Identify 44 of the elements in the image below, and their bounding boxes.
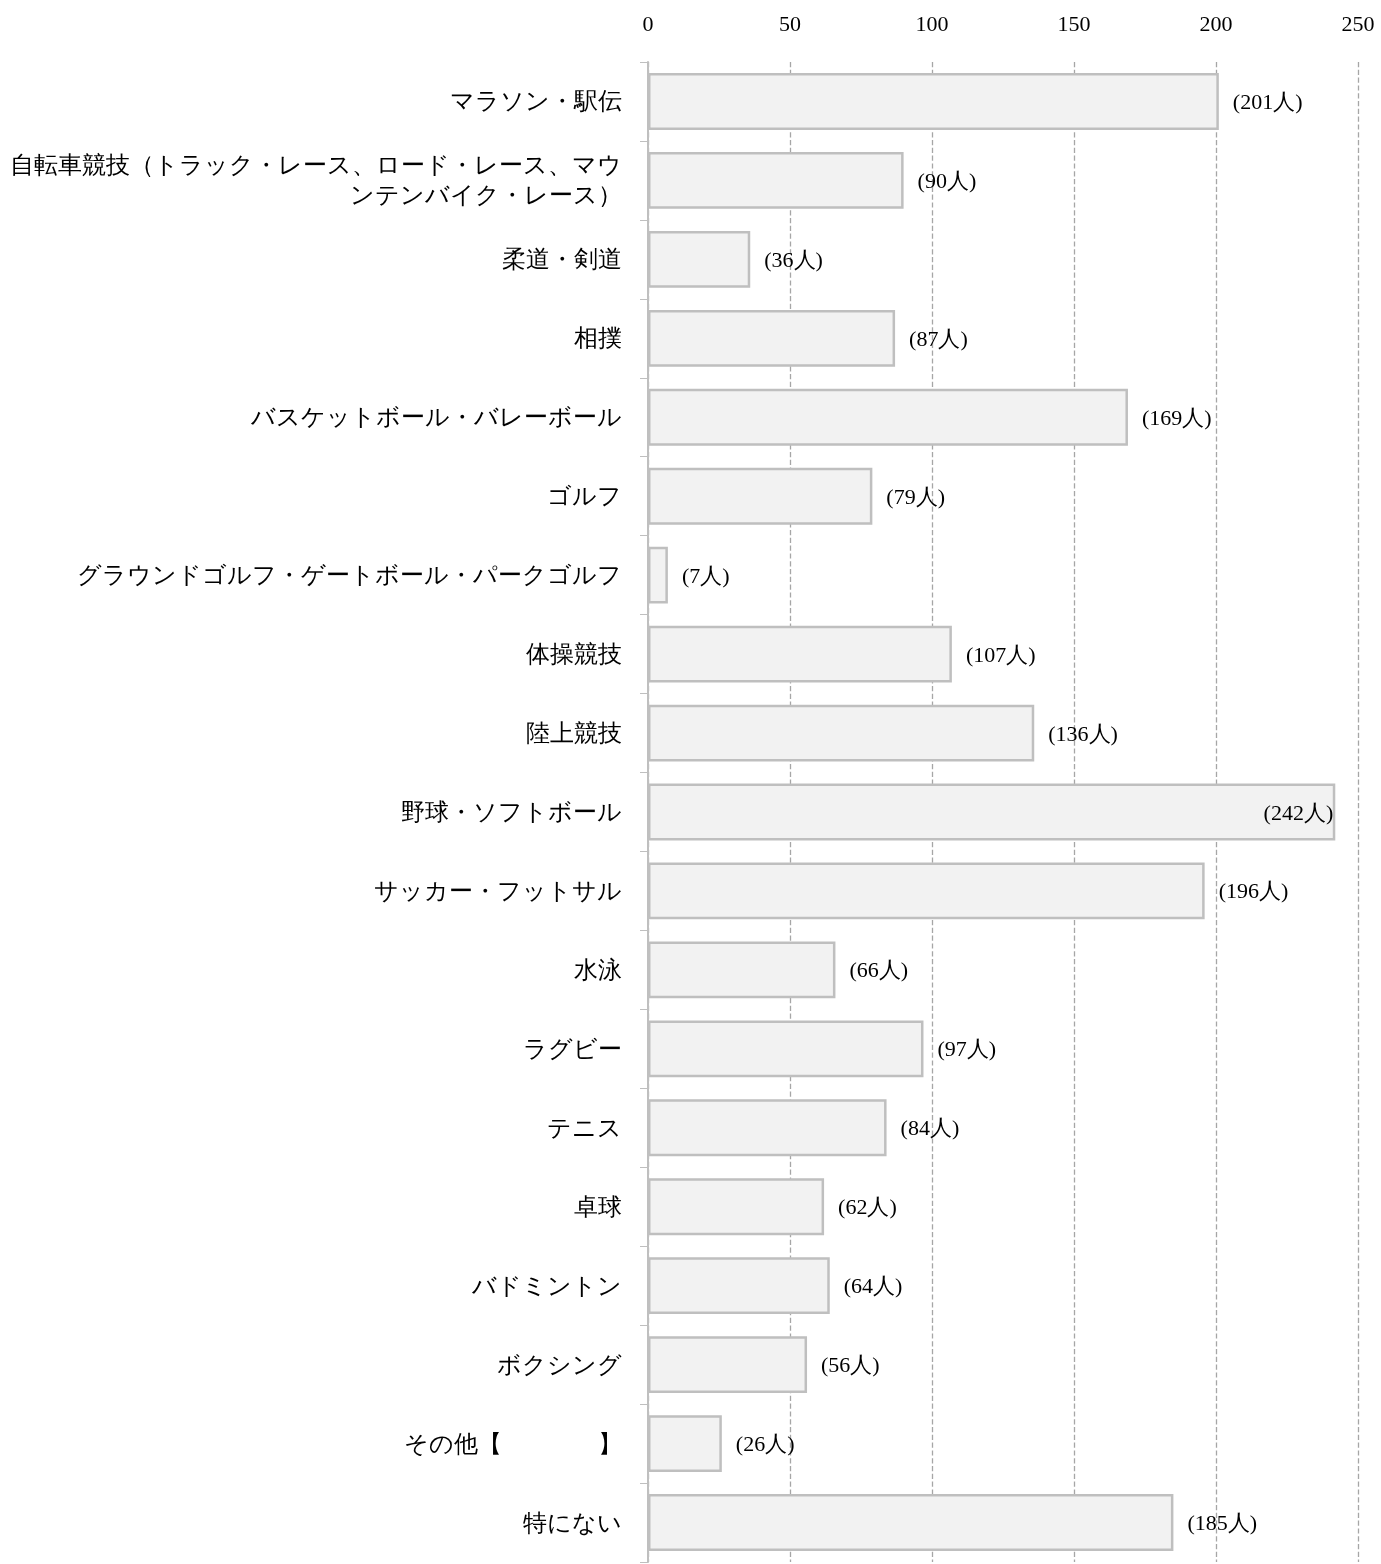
data-label: (185人): [1187, 1510, 1258, 1536]
y-tick-label: 陸上競技: [526, 720, 622, 747]
y-tick-label: 特にない: [523, 1509, 622, 1536]
y-tick-label: テニス: [547, 1114, 622, 1141]
y-tick-label: 柔道・剣道: [502, 246, 622, 273]
y-tick-label: 水泳: [574, 956, 622, 983]
data-label: (90人): [917, 167, 977, 193]
data-label: (66人): [849, 957, 909, 983]
data-label: (56人): [821, 1352, 880, 1378]
x-tick-label: 250: [1341, 10, 1375, 36]
x-tick-label: 50: [779, 10, 801, 36]
y-tick-label: ラグビー: [523, 1035, 622, 1062]
data-label: (7人): [681, 562, 730, 588]
data-label: (84人): [900, 1115, 960, 1141]
data-label: (136人): [1048, 720, 1118, 746]
y-tick-label: その他【 】: [404, 1430, 622, 1457]
y-tick-label: バスケットボール・バレーボール: [250, 404, 622, 431]
y-tick-label: 自転車競技（トラック・レース、ロード・レース、マウンテンバイク・レース）: [10, 152, 622, 209]
data-label: (169人): [1141, 404, 1212, 430]
y-tick-label: グラウンドゴルフ・ゲートボール・パークゴルフ: [77, 562, 622, 589]
y-tick-label: マラソン・駅伝: [450, 88, 622, 115]
data-label: (242人): [1263, 799, 1334, 825]
data-label: (201人): [1232, 88, 1303, 114]
data-label: (62人): [838, 1194, 897, 1220]
x-tick-label: 100: [915, 10, 949, 36]
data-label: (36人): [764, 246, 823, 272]
data-label: (107人): [965, 641, 1036, 667]
data-label: (97人): [937, 1036, 997, 1062]
data-label: (26人): [735, 1431, 795, 1457]
y-tick-label: 体操競技: [526, 641, 622, 668]
data-label: (87人): [909, 325, 968, 351]
y-tick-label: 相撲: [574, 325, 622, 352]
y-tick-label: サッカー・フットサル: [374, 877, 622, 904]
y-tick-label: 野球・ソフトボール: [401, 799, 622, 825]
y-tick-label: バドミントン: [471, 1272, 622, 1299]
x-tick-label: 200: [1199, 10, 1233, 36]
data-label: (64人): [843, 1273, 903, 1299]
y-tick-label: ボクシング: [497, 1351, 622, 1378]
y-tick-label: 卓球: [574, 1193, 622, 1220]
y-tick-label: ゴルフ: [547, 483, 622, 510]
data-label: (79人): [886, 483, 946, 509]
data-label: (196人): [1218, 878, 1289, 904]
x-tick-label: 0: [642, 10, 654, 36]
x-tick-label: 150: [1057, 10, 1091, 36]
